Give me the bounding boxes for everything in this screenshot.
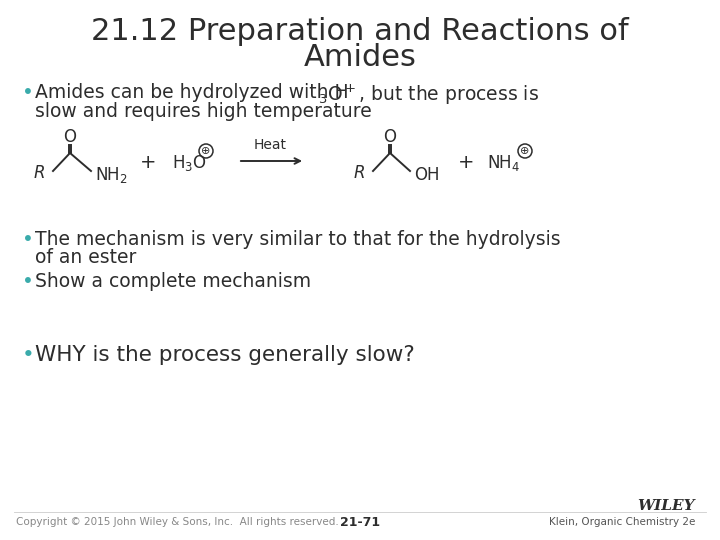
Text: The mechanism is very similar to that for the hydrolysis: The mechanism is very similar to that fo… xyxy=(35,230,561,249)
Text: +: + xyxy=(140,153,156,172)
Text: Klein, Organic Chemistry 2e: Klein, Organic Chemistry 2e xyxy=(549,517,695,527)
Text: slow and requires high temperature: slow and requires high temperature xyxy=(35,102,372,121)
Text: NH$_4$: NH$_4$ xyxy=(487,153,520,173)
Text: ⊕: ⊕ xyxy=(521,146,530,156)
Text: H$_3$O: H$_3$O xyxy=(172,153,207,173)
Text: WHY is the process generally slow?: WHY is the process generally slow? xyxy=(35,345,415,365)
Text: Heat: Heat xyxy=(253,138,287,152)
Text: of an ester: of an ester xyxy=(35,248,136,267)
Text: Copyright © 2015 John Wiley & Sons, Inc.  All rights reserved.: Copyright © 2015 John Wiley & Sons, Inc.… xyxy=(16,517,338,527)
Text: •: • xyxy=(22,83,34,102)
Text: +: + xyxy=(458,153,474,172)
Text: Amides can be hydrolyzed with H: Amides can be hydrolyzed with H xyxy=(35,83,348,102)
Text: R: R xyxy=(354,164,365,182)
Text: $_3$O$^+$, but the process is: $_3$O$^+$, but the process is xyxy=(318,83,539,107)
Text: ⊕: ⊕ xyxy=(202,146,211,156)
Text: NH$_2$: NH$_2$ xyxy=(95,165,127,185)
Text: R: R xyxy=(34,164,45,182)
Text: •: • xyxy=(22,272,34,291)
Text: 21.12 Preparation and Reactions of: 21.12 Preparation and Reactions of xyxy=(91,17,629,46)
Text: Show a complete mechanism: Show a complete mechanism xyxy=(35,272,311,291)
Text: •: • xyxy=(22,230,34,249)
Text: 21-71: 21-71 xyxy=(340,516,380,529)
Text: OH: OH xyxy=(414,166,439,184)
Text: Amides: Amides xyxy=(304,44,416,72)
Text: O: O xyxy=(63,128,76,146)
Text: WILEY: WILEY xyxy=(637,499,695,513)
Text: •: • xyxy=(22,345,35,365)
Text: O: O xyxy=(384,128,397,146)
